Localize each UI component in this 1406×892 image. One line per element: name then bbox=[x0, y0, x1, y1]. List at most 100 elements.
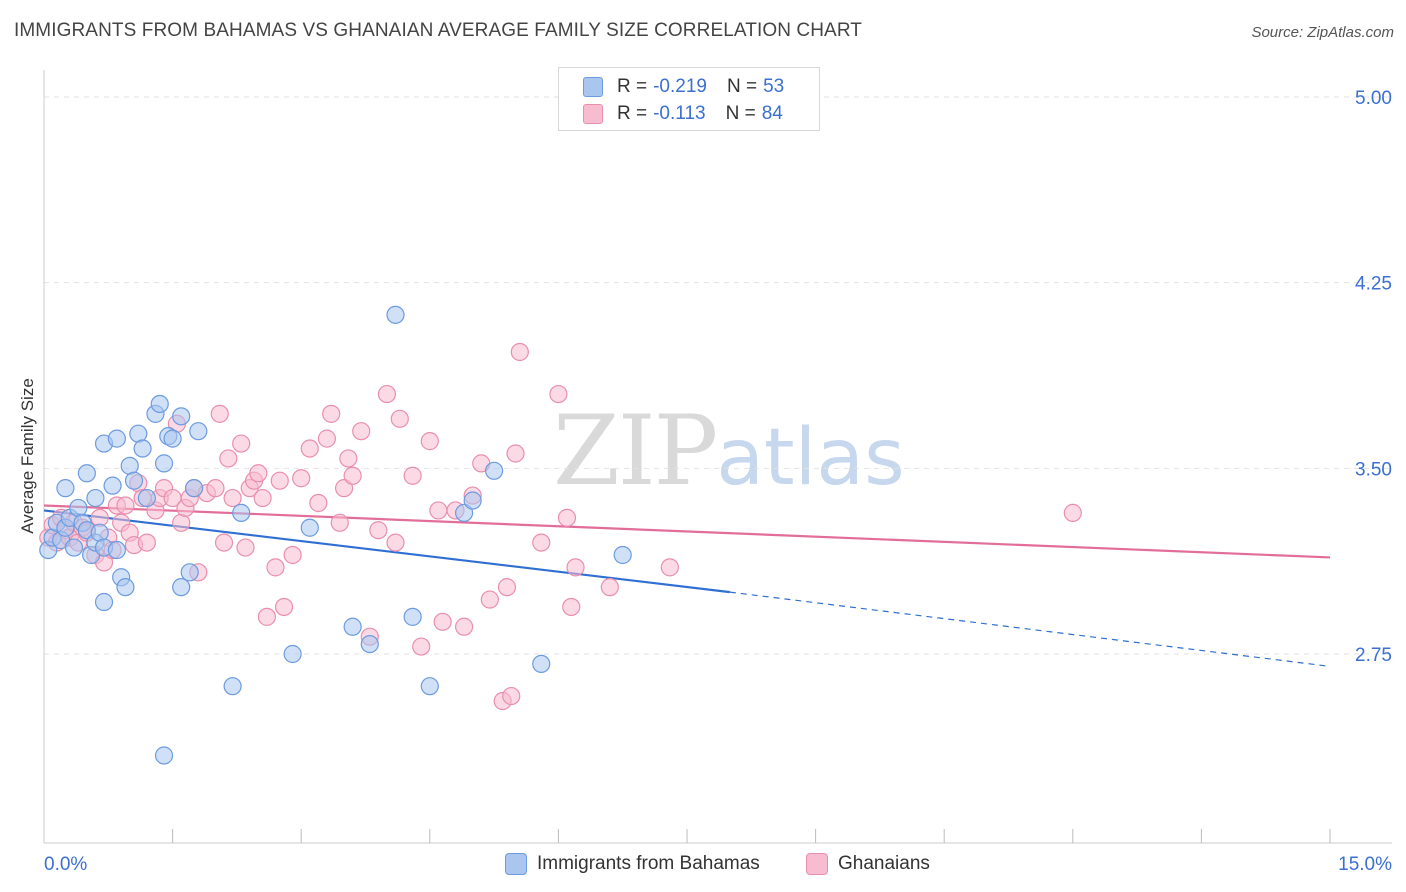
ghanaians-point bbox=[566, 558, 585, 577]
ghanaians-point bbox=[309, 493, 328, 513]
bahamas-point bbox=[283, 644, 302, 664]
bahamas-trend-extension bbox=[729, 591, 1331, 667]
bahamas-point bbox=[403, 607, 422, 626]
ghanaians-point bbox=[266, 558, 285, 577]
legend-row-bahamas: R = -0.219 N = 53 bbox=[583, 75, 784, 99]
bottom-legend-label-bahamas: Immigrants from Bahamas bbox=[537, 853, 760, 874]
ghanaians-point bbox=[339, 449, 358, 468]
bahamas-point bbox=[343, 617, 362, 636]
ghanaians-point bbox=[249, 464, 268, 483]
ghanaians-point bbox=[210, 404, 229, 423]
bahamas-point bbox=[189, 422, 208, 441]
bahamas-point bbox=[103, 476, 122, 495]
bahamas-point bbox=[485, 461, 504, 480]
bottom-legend-swatch-bahamas bbox=[505, 853, 527, 875]
bahamas-point bbox=[360, 634, 379, 654]
ghanaians-point bbox=[116, 496, 135, 515]
ghanaians-point bbox=[270, 471, 289, 490]
bahamas-point bbox=[613, 545, 632, 565]
bahamas-point bbox=[124, 471, 144, 490]
bahamas-point bbox=[232, 503, 251, 522]
legend-swatch-bahamas bbox=[583, 77, 603, 97]
bottom-legend-label-ghanaians: Ghanaians bbox=[838, 853, 930, 874]
ghanaians-point bbox=[330, 513, 349, 532]
bahamas-point bbox=[56, 479, 75, 498]
bahamas-point bbox=[163, 429, 182, 448]
ghanaians-point bbox=[219, 449, 238, 468]
ghanaians-point bbox=[1063, 503, 1082, 522]
watermark-zip: ZIP bbox=[553, 395, 718, 507]
ghanaians-point bbox=[600, 578, 619, 597]
bahamas-point bbox=[154, 454, 174, 473]
bahamas-point bbox=[386, 305, 405, 324]
legend-swatch-ghanaians bbox=[583, 104, 603, 124]
y-tick-label: 2.75 bbox=[1355, 645, 1392, 666]
y-axis-label: Average Family Size bbox=[18, 378, 37, 534]
legend-n-value: 84 bbox=[761, 103, 783, 124]
ghanaians-point bbox=[497, 578, 517, 597]
legend-n-value: 53 bbox=[763, 76, 785, 97]
bottom-legend-ghanaians: Ghanaians bbox=[806, 852, 930, 876]
x-tick-label-min: 0.0% bbox=[44, 854, 87, 875]
ghanaians-point bbox=[562, 597, 581, 617]
ghanaians-point bbox=[429, 501, 448, 520]
ghanaians-point bbox=[137, 533, 156, 552]
grid-lines bbox=[44, 96, 1392, 655]
ghanaians-point bbox=[532, 533, 551, 552]
ghanaians-point bbox=[480, 590, 499, 609]
ghanaians-point bbox=[412, 637, 431, 656]
ghanaians-point bbox=[433, 612, 452, 631]
ghanaians-point bbox=[317, 429, 337, 448]
bahamas-point bbox=[107, 429, 126, 448]
ghanaians-point bbox=[236, 538, 255, 557]
ghanaians-point bbox=[334, 479, 354, 498]
ghanaians-point bbox=[253, 488, 272, 508]
ghanaians-point bbox=[369, 521, 388, 540]
bahamas-point bbox=[300, 518, 319, 537]
watermark: ZIPatlas bbox=[553, 395, 905, 507]
ghanaians-point bbox=[322, 404, 341, 423]
bahamas-point bbox=[86, 488, 105, 508]
ghanaians-point bbox=[292, 469, 311, 488]
bahamas-point bbox=[133, 439, 152, 458]
bahamas-point bbox=[532, 654, 551, 674]
ghanaians-point bbox=[223, 488, 242, 508]
bottom-legend-swatch-ghanaians bbox=[806, 853, 828, 875]
x-tick-label-max: 15.0% bbox=[1338, 854, 1392, 875]
stats-legend: R = -0.219 N = 53 R = -0.113 N = 84 bbox=[558, 67, 820, 131]
y-tick-label: 5.00 bbox=[1355, 88, 1392, 109]
bahamas-trend-line bbox=[43, 509, 730, 594]
data-points bbox=[39, 305, 1082, 765]
legend-n-label: N = bbox=[726, 76, 758, 97]
bahamas-point bbox=[116, 578, 135, 597]
trend-lines bbox=[43, 504, 1331, 667]
ghanaians-point bbox=[300, 439, 319, 458]
bahamas-point bbox=[107, 540, 126, 560]
bahamas-point bbox=[463, 491, 482, 510]
ghanaians-point bbox=[232, 434, 251, 453]
ghanaians-point bbox=[283, 545, 302, 565]
bahamas-point bbox=[150, 394, 169, 414]
ghanaians-point bbox=[386, 533, 405, 552]
ghanaians-point bbox=[257, 607, 277, 626]
bahamas-point bbox=[223, 677, 242, 696]
bahamas-point bbox=[64, 538, 84, 557]
ghanaians-point bbox=[377, 384, 397, 404]
chart-title: IMMIGRANTS FROM BAHAMAS VS GHANAIAN AVER… bbox=[14, 20, 863, 41]
ghanaians-point bbox=[214, 533, 234, 552]
legend-n-label: N = bbox=[725, 103, 756, 124]
bahamas-point bbox=[184, 479, 204, 498]
legend-r-value: -0.219 bbox=[653, 76, 707, 97]
ghanaians-point bbox=[502, 686, 521, 706]
axes bbox=[43, 70, 1392, 844]
legend-row-ghanaians: R = -0.113 N = 84 bbox=[583, 102, 783, 126]
ghanaians-point bbox=[557, 508, 577, 527]
bottom-legend-bahamas: Immigrants from Bahamas bbox=[505, 852, 760, 876]
ghanaians-trend-line bbox=[43, 504, 1331, 559]
bahamas-point bbox=[77, 464, 96, 483]
bahamas-point bbox=[454, 503, 474, 522]
ghanaians-point bbox=[549, 384, 568, 404]
watermark-atlas: atlas bbox=[716, 413, 905, 503]
legend-r-value: -0.113 bbox=[653, 103, 706, 124]
bahamas-point bbox=[94, 592, 114, 612]
